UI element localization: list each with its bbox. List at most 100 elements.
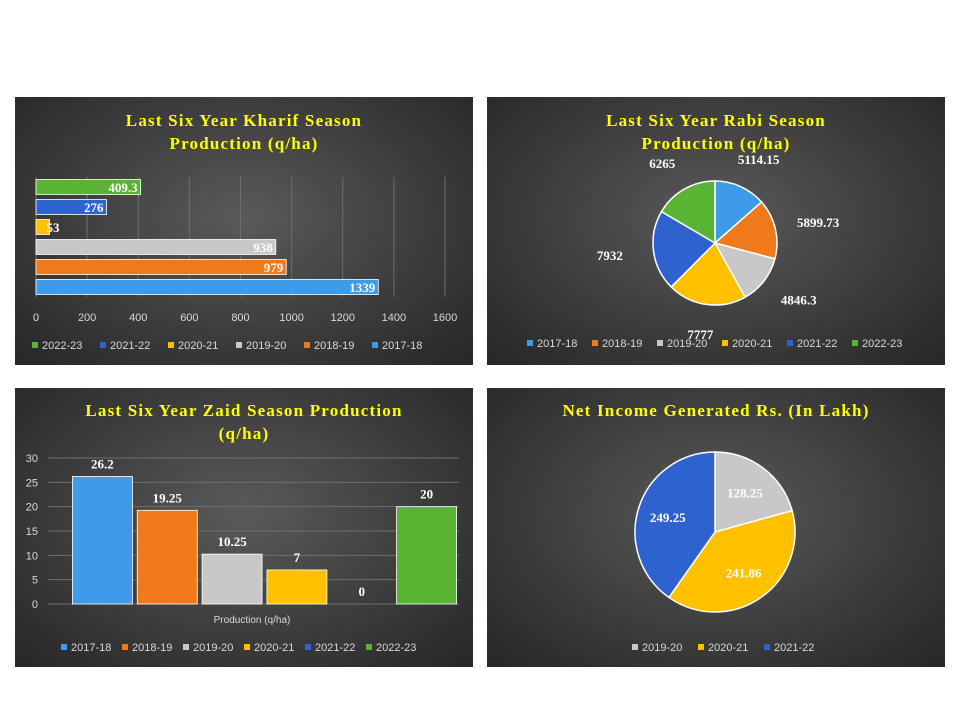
rabi-chart-panel: Last Six Year Rabi Season Production (q/… xyxy=(487,97,945,365)
legend-swatch xyxy=(236,342,242,348)
legend-label: 2021-22 xyxy=(110,340,150,352)
legend-swatch xyxy=(764,644,770,650)
data-label: 5114.15 xyxy=(738,152,780,167)
data-label: 53 xyxy=(47,220,61,235)
pie-slice xyxy=(713,200,778,260)
data-label: 938 xyxy=(253,240,273,255)
legend-swatch xyxy=(100,342,106,348)
bar xyxy=(72,476,133,605)
legend-label: 2020-21 xyxy=(708,642,748,654)
y-tick-label: 5 xyxy=(32,575,38,587)
legend-label: 2018-19 xyxy=(602,338,642,350)
legend-swatch xyxy=(592,340,598,346)
data-label: 249.25 xyxy=(650,510,686,525)
chart-title-line: Last Six Year Zaid Season Production xyxy=(85,401,402,420)
chart-title-line: Net Income Generated Rs. (In Lakh) xyxy=(562,401,869,420)
data-label: 19.25 xyxy=(153,490,183,505)
data-label: 128.25 xyxy=(727,486,763,501)
legend-swatch xyxy=(657,340,663,346)
x-tick-label: 1200 xyxy=(331,312,355,324)
data-label: 5899.73 xyxy=(797,215,840,230)
data-label: 0 xyxy=(359,584,366,599)
pie-slice xyxy=(667,509,796,613)
legend-swatch xyxy=(244,644,250,650)
legend-swatch xyxy=(61,644,67,650)
chart-title-line: Last Six Year Rabi Season xyxy=(606,111,826,130)
legend-label: 2020-21 xyxy=(178,340,218,352)
pie-slice xyxy=(634,451,716,599)
legend-label: 2017-18 xyxy=(71,642,111,654)
legend-label: 2021-22 xyxy=(315,642,355,654)
legend-label: 2020-21 xyxy=(254,642,294,654)
data-label: 241.86 xyxy=(726,566,762,581)
legend-label: 2017-18 xyxy=(382,340,422,352)
legend-swatch xyxy=(183,644,189,650)
legend-swatch xyxy=(632,644,638,650)
kharif-bar-chart: Last Six Year Kharif Season Production (… xyxy=(32,111,457,352)
legend-swatch xyxy=(168,342,174,348)
y-tick-label: 20 xyxy=(26,502,38,514)
legend-swatch xyxy=(366,644,372,650)
x-tick-label: 1000 xyxy=(279,312,303,324)
data-label: 979 xyxy=(264,260,284,275)
legend-label: 2018-19 xyxy=(132,642,172,654)
legend-swatch xyxy=(372,342,378,348)
net-income-chart-panel: Net Income Generated Rs. (In Lakh) 128.2… xyxy=(487,388,945,667)
legend-label: 2020-21 xyxy=(732,338,772,350)
legend-label: 2018-19 xyxy=(314,340,354,352)
x-axis-label: Production (q/ha) xyxy=(214,615,291,626)
data-label: 7777 xyxy=(687,327,714,342)
legend-swatch xyxy=(305,644,311,650)
legend-label: 2019-20 xyxy=(193,642,233,654)
zaid-chart-panel: Last Six Year Zaid Season Production (q/… xyxy=(15,388,473,667)
kharif-chart-panel: Last Six Year Kharif Season Production (… xyxy=(15,97,473,365)
legend-label: 2021-22 xyxy=(774,642,814,654)
legend-swatch xyxy=(722,340,728,346)
x-tick-label: 400 xyxy=(129,312,147,324)
legend-swatch xyxy=(32,342,38,348)
bar xyxy=(136,509,198,605)
bar xyxy=(266,569,328,605)
pie-slice xyxy=(714,451,794,533)
chart-title-line: Last Six Year Kharif Season xyxy=(126,111,362,130)
y-tick-label: 10 xyxy=(26,550,38,562)
data-label: 7932 xyxy=(597,248,623,263)
bar xyxy=(35,259,287,275)
bar xyxy=(35,179,142,195)
bar xyxy=(396,506,457,605)
net-income-pie-chart: Net Income Generated Rs. (In Lakh) 128.2… xyxy=(562,401,869,654)
rabi-pie-chart: Last Six Year Rabi Season Production (q/… xyxy=(527,111,902,350)
legend-swatch xyxy=(527,340,533,346)
bar xyxy=(35,279,379,295)
legend-label: 2019-20 xyxy=(667,338,707,350)
data-label: 26.2 xyxy=(91,456,114,471)
x-tick-label: 800 xyxy=(231,312,249,324)
legend-label: 2019-20 xyxy=(642,642,682,654)
legend-label: 2022-23 xyxy=(42,340,82,352)
x-tick-label: 0 xyxy=(33,312,39,324)
legend-label: 2017-18 xyxy=(537,338,577,350)
y-tick-label: 15 xyxy=(26,526,38,538)
data-label: 10.25 xyxy=(217,534,247,549)
pie-slice xyxy=(714,180,763,245)
data-label: 7 xyxy=(294,550,301,565)
x-tick-label: 1400 xyxy=(382,312,406,324)
legend-label: 2019-20 xyxy=(246,340,286,352)
bar xyxy=(35,199,107,215)
pie-slice xyxy=(660,180,716,245)
pie-slice xyxy=(670,241,747,306)
data-label: 1339 xyxy=(349,280,376,295)
x-tick-label: 200 xyxy=(78,312,96,324)
chart-title-line: Production (q/ha) xyxy=(641,134,790,153)
legend-swatch xyxy=(698,644,704,650)
legend-swatch xyxy=(122,644,128,650)
legend-label: 2021-22 xyxy=(797,338,837,350)
zaid-bar-chart: Last Six Year Zaid Season Production (q/… xyxy=(26,401,459,654)
legend-swatch xyxy=(304,342,310,348)
data-label: 20 xyxy=(420,487,433,502)
bar xyxy=(201,553,263,605)
pie-slice xyxy=(652,210,717,288)
y-tick-label: 25 xyxy=(26,477,38,489)
chart-title-line: Production (q/ha) xyxy=(169,134,318,153)
bar xyxy=(35,219,50,235)
